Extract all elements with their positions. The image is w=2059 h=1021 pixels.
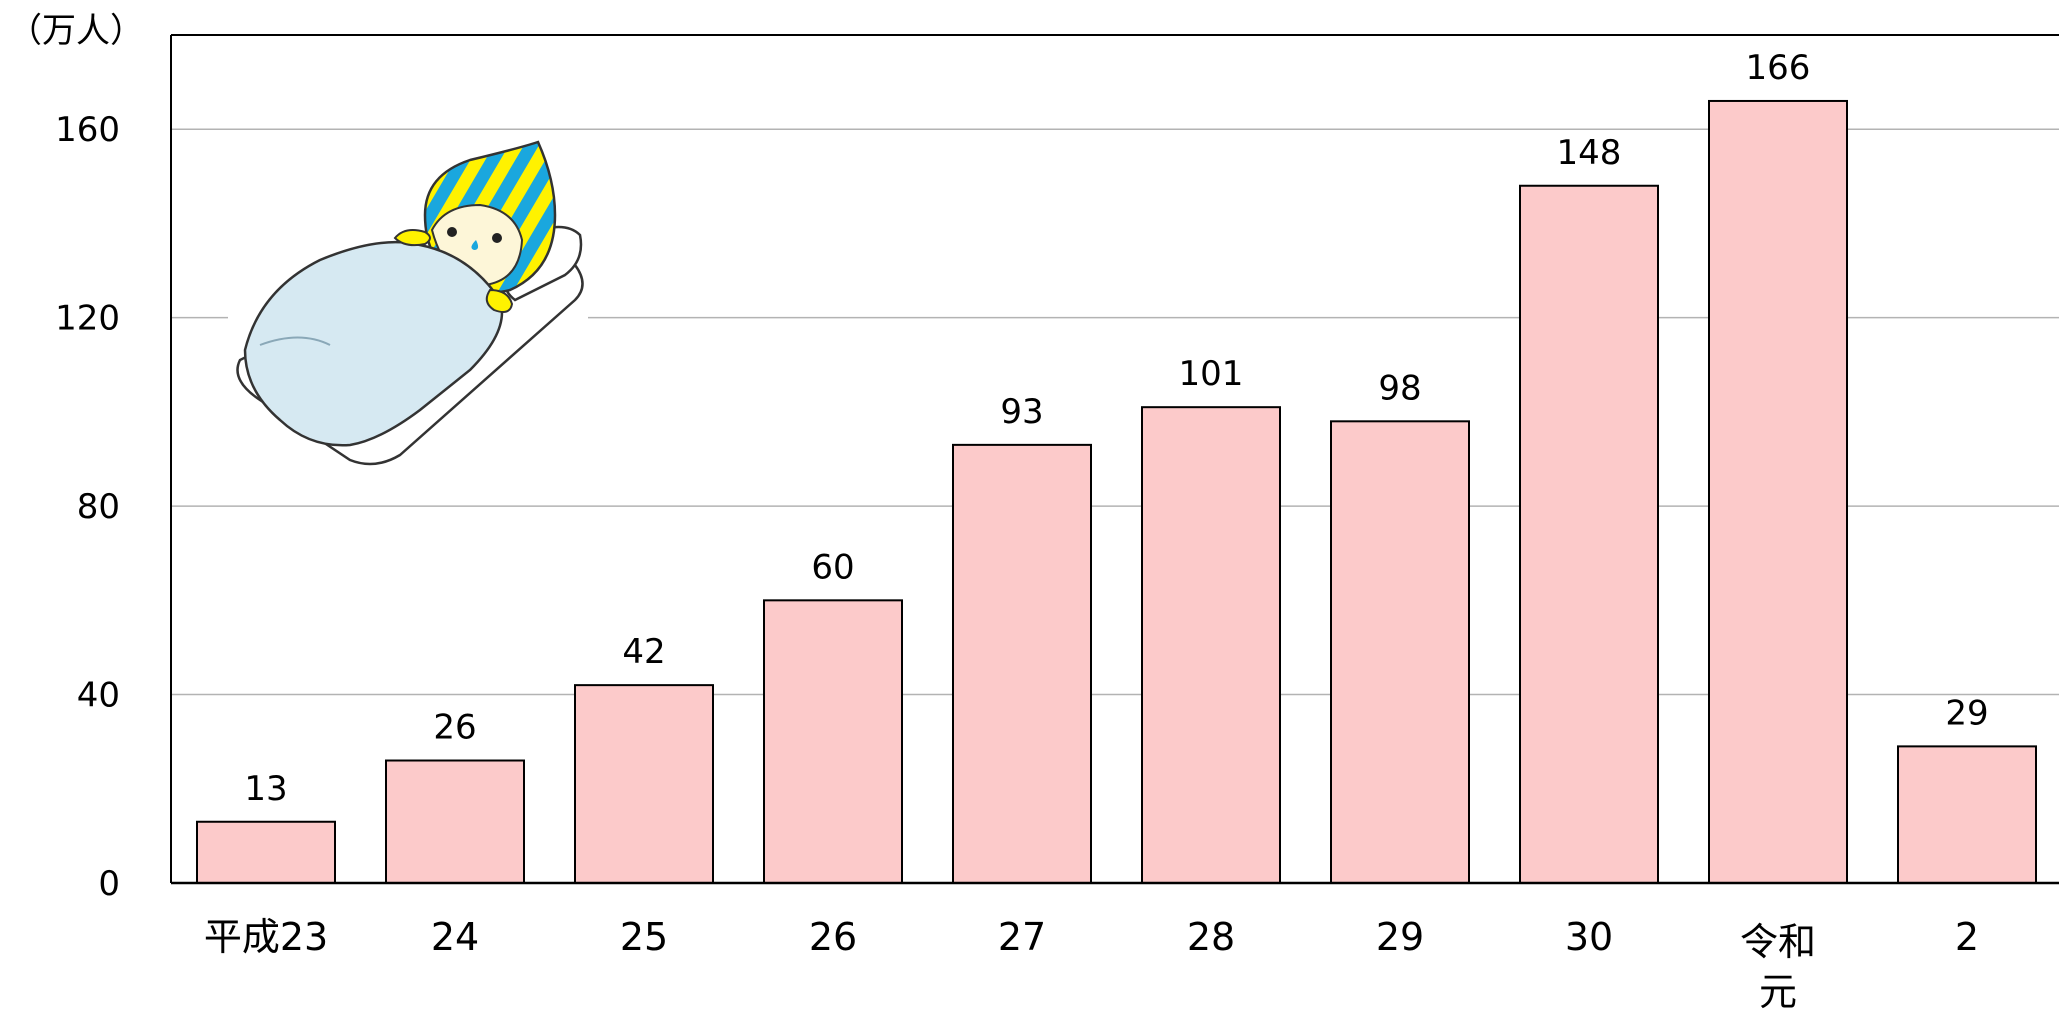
data-label: 42 bbox=[622, 632, 665, 672]
bar bbox=[1897, 745, 2037, 885]
x-tick-labels: 平成23 24 25 26 27 28 29 30 令和元 2 bbox=[204, 915, 1979, 1014]
data-label: 29 bbox=[1945, 693, 1988, 733]
bar bbox=[385, 759, 525, 884]
x-tick-label: 25 bbox=[620, 915, 668, 959]
mascot-sleeping-in-futon-icon bbox=[228, 140, 588, 480]
data-label: 148 bbox=[1557, 133, 1622, 173]
data-label: 60 bbox=[811, 547, 854, 587]
x-tick-label: 令和元 bbox=[1740, 920, 1816, 1014]
bar bbox=[196, 820, 336, 884]
bar bbox=[1330, 420, 1470, 884]
y-tick-label: 40 bbox=[77, 676, 120, 716]
x-tick-label: 30 bbox=[1565, 915, 1613, 959]
x-tick-label: 26 bbox=[809, 915, 857, 959]
x-tick-label: 2 bbox=[1955, 915, 1979, 959]
bar bbox=[574, 684, 714, 885]
y-tick-label: 80 bbox=[77, 487, 120, 527]
data-label: 101 bbox=[1179, 354, 1244, 394]
bar bbox=[1519, 184, 1659, 884]
bar bbox=[952, 443, 1092, 884]
data-label: 26 bbox=[433, 708, 476, 748]
data-label: 93 bbox=[1000, 392, 1043, 432]
x-tick-label: 28 bbox=[1187, 915, 1235, 959]
y-tick-label: 120 bbox=[55, 299, 120, 339]
y-axis-unit-label: （万人） bbox=[8, 11, 144, 51]
data-label: 13 bbox=[244, 769, 287, 809]
axes bbox=[170, 34, 2059, 885]
x-tick-label: 29 bbox=[1376, 915, 1424, 959]
y-tick-label: 0 bbox=[98, 864, 120, 904]
bars bbox=[196, 99, 2037, 885]
y-tick-labels: 0 40 80 120 160 bbox=[55, 110, 120, 904]
bar bbox=[763, 599, 903, 884]
value-labels: 13 26 42 60 93 101 98 148 166 29 bbox=[244, 48, 1988, 809]
x-tick-label: 27 bbox=[998, 915, 1046, 959]
data-label: 98 bbox=[1378, 368, 1421, 408]
x-tick-label: 平成23 bbox=[204, 915, 328, 959]
bar bbox=[1141, 406, 1281, 884]
bar bbox=[1708, 99, 1848, 884]
data-label: 166 bbox=[1746, 48, 1811, 88]
y-tick-label: 160 bbox=[55, 110, 120, 150]
x-tick-label: 24 bbox=[431, 915, 479, 959]
